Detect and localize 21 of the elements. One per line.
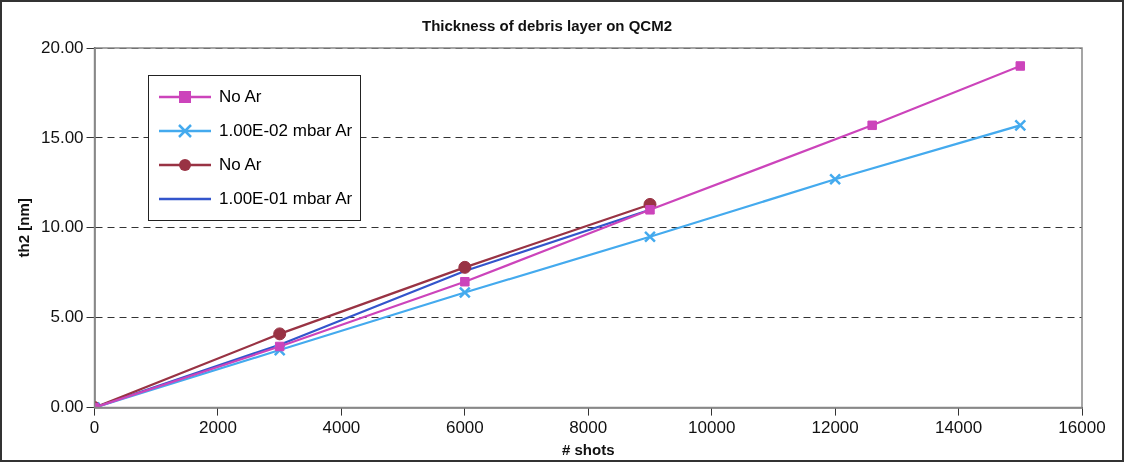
y-axis-title: th2 [nm] <box>15 198 33 258</box>
y-tick-label: 20.00 <box>40 37 84 57</box>
x-tick-label: 12000 <box>811 418 859 438</box>
x-tick-label: 14000 <box>934 418 983 438</box>
legend-label: No Ar <box>219 87 262 107</box>
x-tick-label: 4000 <box>322 418 361 438</box>
x-tick-label: 2000 <box>199 418 237 438</box>
chart-title: Thickness of debris layer on QCM2 <box>421 17 673 35</box>
x-tick-label: 10000 <box>688 418 736 438</box>
legend-label: 1.00E-01 mbar Ar <box>219 189 353 209</box>
y-tick-label: 0.00 <box>50 397 84 417</box>
y-tick-label: 5.00 <box>50 307 84 327</box>
x-axis-title: # shots <box>562 441 615 459</box>
x-tick-label: 8000 <box>569 418 608 438</box>
y-tick-label: 15.00 <box>40 127 84 147</box>
x-tick-label: 0 <box>89 418 100 438</box>
y-tick-label: 10.00 <box>40 217 84 237</box>
x-tick-label: 6000 <box>445 418 484 438</box>
x-tick-label: 16000 <box>1058 418 1106 438</box>
legend-label: 1.00E-02 mbar Ar <box>219 121 353 141</box>
legend-label: No Ar <box>219 155 262 175</box>
